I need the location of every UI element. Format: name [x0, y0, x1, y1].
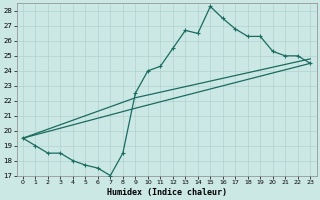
X-axis label: Humidex (Indice chaleur): Humidex (Indice chaleur): [107, 188, 227, 197]
